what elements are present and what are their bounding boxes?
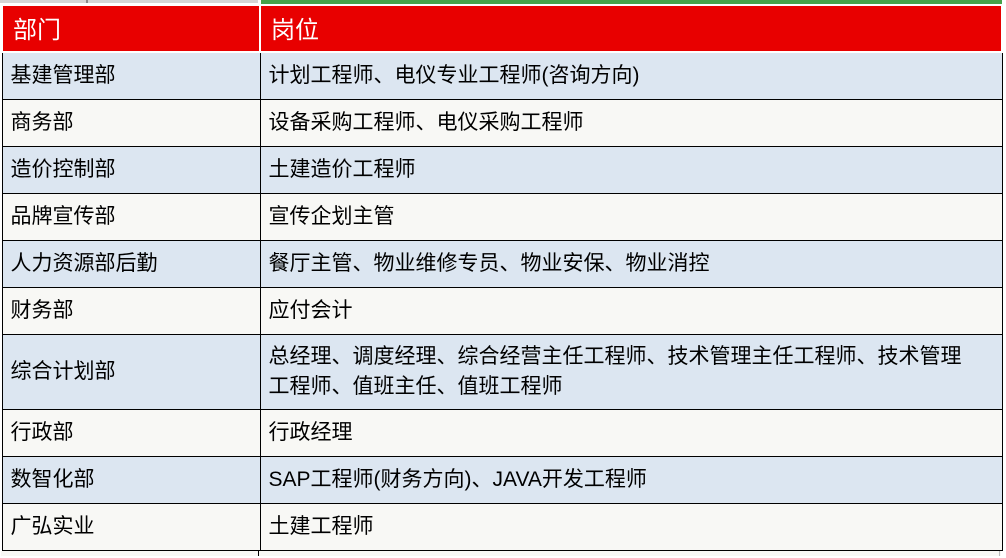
table-row: 品牌宣传部 宣传企划主管: [1, 192, 1003, 241]
positions-cell[interactable]: 设备采购工程师、电仪采购工程师: [259, 98, 1003, 147]
department-cell[interactable]: 基建管理部: [1, 51, 261, 100]
positions-cell[interactable]: 土建造价工程师: [259, 145, 1003, 194]
positions-cell[interactable]: 应付会计: [259, 286, 1003, 335]
strip-green-segment: [261, 0, 1002, 4]
table-row: 综合计划部 总经理、调度经理、综合经营主任工程师、技术管理主任工程师、技术管理工…: [1, 333, 1003, 410]
positions-cell[interactable]: 行政经理: [259, 408, 1003, 457]
bottom-crop-row-sliver: [1, 550, 1001, 556]
column-divider-line: [258, 550, 259, 556]
positions-cell[interactable]: 餐厅主管、物业维修专员、物业安保、物业消控: [259, 239, 1003, 288]
department-cell[interactable]: 人力资源部后勤: [1, 239, 261, 288]
strip-left-segment: [0, 0, 258, 3]
table-row: 基建管理部 计划工程师、电仪专业工程师(咨询方向): [1, 51, 1003, 100]
departments-positions-table: 部门 岗位 基建管理部 计划工程师、电仪专业工程师(咨询方向) 商务部 设备采购…: [1, 4, 1003, 551]
positions-cell[interactable]: SAP工程师(财务方向)、JAVA开发工程师: [259, 455, 1003, 504]
table-right-edge-line: [999, 550, 1000, 556]
column-header-department[interactable]: 部门: [1, 4, 261, 53]
department-cell[interactable]: 行政部: [1, 408, 261, 457]
table-row: 行政部 行政经理: [1, 408, 1003, 457]
table-row: 造价控制部 土建造价工程师: [1, 145, 1003, 194]
header-row: 部门 岗位: [1, 4, 1003, 53]
department-cell[interactable]: 综合计划部: [1, 333, 261, 410]
strip-gridline-tick: [86, 0, 88, 3]
positions-cell[interactable]: 土建工程师: [259, 502, 1003, 551]
table-row: 广弘实业 土建工程师: [1, 502, 1003, 551]
department-cell[interactable]: 品牌宣传部: [1, 192, 261, 241]
table-row: 数智化部 SAP工程师(财务方向)、JAVA开发工程师: [1, 455, 1003, 504]
top-crop-strip: [0, 0, 1006, 4]
table-row: 商务部 设备采购工程师、电仪采购工程师: [1, 98, 1003, 147]
positions-cell[interactable]: 宣传企划主管: [259, 192, 1003, 241]
department-cell[interactable]: 广弘实业: [1, 502, 261, 551]
table-row: 财务部 应付会计: [1, 286, 1003, 335]
department-cell[interactable]: 数智化部: [1, 455, 261, 504]
department-cell[interactable]: 造价控制部: [1, 145, 261, 194]
column-header-position[interactable]: 岗位: [259, 4, 1003, 53]
department-cell[interactable]: 财务部: [1, 286, 261, 335]
positions-cell[interactable]: 计划工程师、电仪专业工程师(咨询方向): [259, 51, 1003, 100]
positions-cell[interactable]: 总经理、调度经理、综合经营主任工程师、技术管理主任工程师、技术管理工程师、值班主…: [259, 333, 1003, 410]
department-cell[interactable]: 商务部: [1, 98, 261, 147]
table-row: 人力资源部后勤 餐厅主管、物业维修专员、物业安保、物业消控: [1, 239, 1003, 288]
